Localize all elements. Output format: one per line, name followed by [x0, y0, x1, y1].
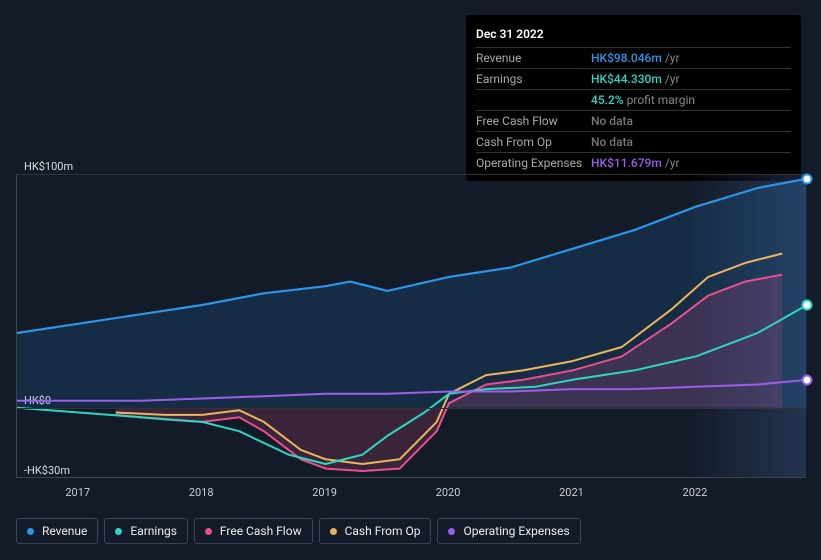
tooltip-row-value: 45.2%: [591, 93, 624, 107]
legend-item-cfo[interactable]: Cash From Op: [319, 518, 432, 544]
legend-item-opex[interactable]: Operating Expenses: [437, 518, 580, 544]
series-end-dot-revenue: [804, 175, 811, 182]
tooltip-row-value: HK$11.679m: [591, 156, 662, 170]
x-axis-label: 2019: [312, 486, 337, 499]
tooltip-row: Free Cash FlowNo data: [476, 110, 791, 131]
tooltip-row: EarningsHK$44.330m /yr: [476, 68, 791, 89]
tooltip-row: Cash From OpNo data: [476, 131, 791, 152]
tooltip-row: 45.2% profit margin: [476, 89, 791, 110]
tooltip-row-label: Operating Expenses: [476, 156, 591, 170]
series-end-dot-opex: [804, 376, 811, 383]
tooltip-row: Operating ExpensesHK$11.679m /yr: [476, 152, 791, 173]
legend-label: Cash From Op: [345, 524, 421, 538]
legend-item-fcf[interactable]: Free Cash Flow: [194, 518, 313, 544]
tooltip-row-label: Cash From Op: [476, 135, 591, 149]
tooltip-row-value: HK$44.330m: [591, 72, 662, 86]
chart-svg: [17, 174, 806, 477]
chart-legend: Revenue Earnings Free Cash Flow Cash From O…: [16, 518, 581, 544]
tooltip-row-suffix: /yr: [665, 156, 680, 170]
legend-label: Earnings: [130, 524, 177, 538]
y-axis-label: HK$100m: [24, 160, 73, 173]
gridline: [17, 408, 806, 409]
gridline: [17, 174, 806, 175]
legend-label: Revenue: [42, 524, 87, 538]
x-axis-label: 2021: [559, 486, 584, 499]
tooltip-row-label: Free Cash Flow: [476, 114, 591, 128]
chart-plot-area[interactable]: [16, 174, 806, 478]
legend-item-earnings[interactable]: Earnings: [104, 518, 188, 544]
tooltip-date: Dec 31 2022: [476, 23, 791, 47]
tooltip-row-suffix: /yr: [665, 51, 680, 65]
legend-label: Operating Expenses: [463, 524, 569, 538]
x-axis-label: 2018: [189, 486, 214, 499]
tooltip-row-suffix: /yr: [665, 72, 680, 86]
tooltip-row-label: Earnings: [476, 72, 591, 86]
tooltip-row-value: HK$98.046m: [591, 51, 662, 65]
tooltip-row-suffix: profit margin: [627, 93, 695, 107]
x-axis-label: 2020: [436, 486, 461, 499]
x-axis-label: 2017: [65, 486, 90, 499]
legend-label: Free Cash Flow: [220, 524, 302, 538]
legend-dot-icon: [115, 528, 122, 535]
x-axis-label: 2022: [683, 486, 708, 499]
legend-dot-icon: [27, 528, 34, 535]
legend-dot-icon: [330, 528, 337, 535]
data-tooltip: Dec 31 2022 RevenueHK$98.046m /yrEarning…: [466, 15, 801, 181]
legend-dot-icon: [205, 528, 212, 535]
legend-dot-icon: [448, 528, 455, 535]
series-end-dot-earnings: [804, 301, 811, 308]
tooltip-row-value: No data: [591, 135, 633, 149]
tooltip-row-label: Revenue: [476, 51, 591, 65]
tooltip-row: RevenueHK$98.046m /yr: [476, 47, 791, 68]
legend-item-revenue[interactable]: Revenue: [16, 518, 98, 544]
tooltip-row-value: No data: [591, 114, 633, 128]
